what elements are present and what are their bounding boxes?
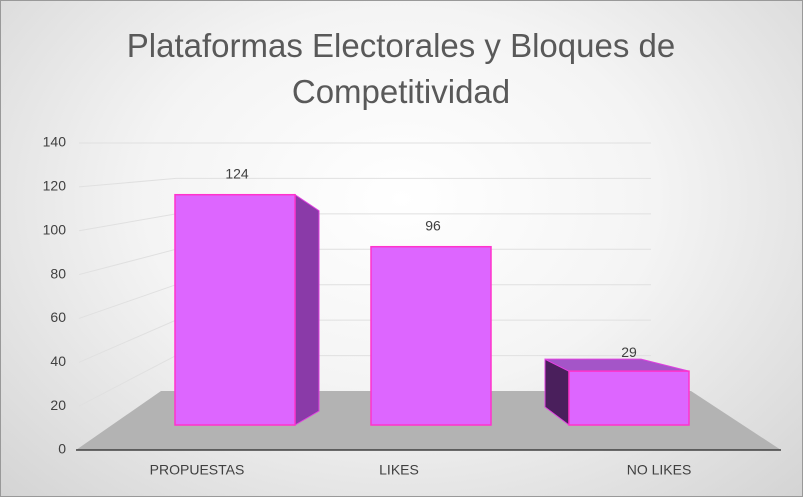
grid-line <box>78 248 177 276</box>
y-tick-label: 100 <box>43 221 67 237</box>
grid-line <box>78 213 177 232</box>
bar-side <box>294 193 320 426</box>
bar <box>568 370 690 426</box>
bar <box>174 193 296 426</box>
x-tick-label: PROPUESTAS <box>150 462 245 478</box>
y-tick-label: 0 <box>58 441 66 457</box>
value-label: 96 <box>425 217 441 233</box>
y-tick-label: 120 <box>43 178 67 194</box>
x-tick-label: LIKES <box>379 462 419 478</box>
grid-line <box>78 284 177 319</box>
grid-line <box>78 177 177 188</box>
value-label: 29 <box>621 344 637 360</box>
y-tick-label: 40 <box>50 353 66 369</box>
grid-line <box>78 355 177 407</box>
y-tick-label: 20 <box>50 397 66 413</box>
y-tick-label: 60 <box>50 309 66 325</box>
y-tick-label: 140 <box>43 134 67 150</box>
bar <box>370 245 492 426</box>
grid-line <box>78 319 177 363</box>
value-label: 124 <box>225 165 249 181</box>
y-tick-label: 80 <box>50 265 66 281</box>
chart-title: Plataformas Electorales y Bloques de Com… <box>126 27 676 110</box>
x-tick-label: NO LIKES <box>627 462 692 478</box>
bar-top <box>544 358 690 372</box>
